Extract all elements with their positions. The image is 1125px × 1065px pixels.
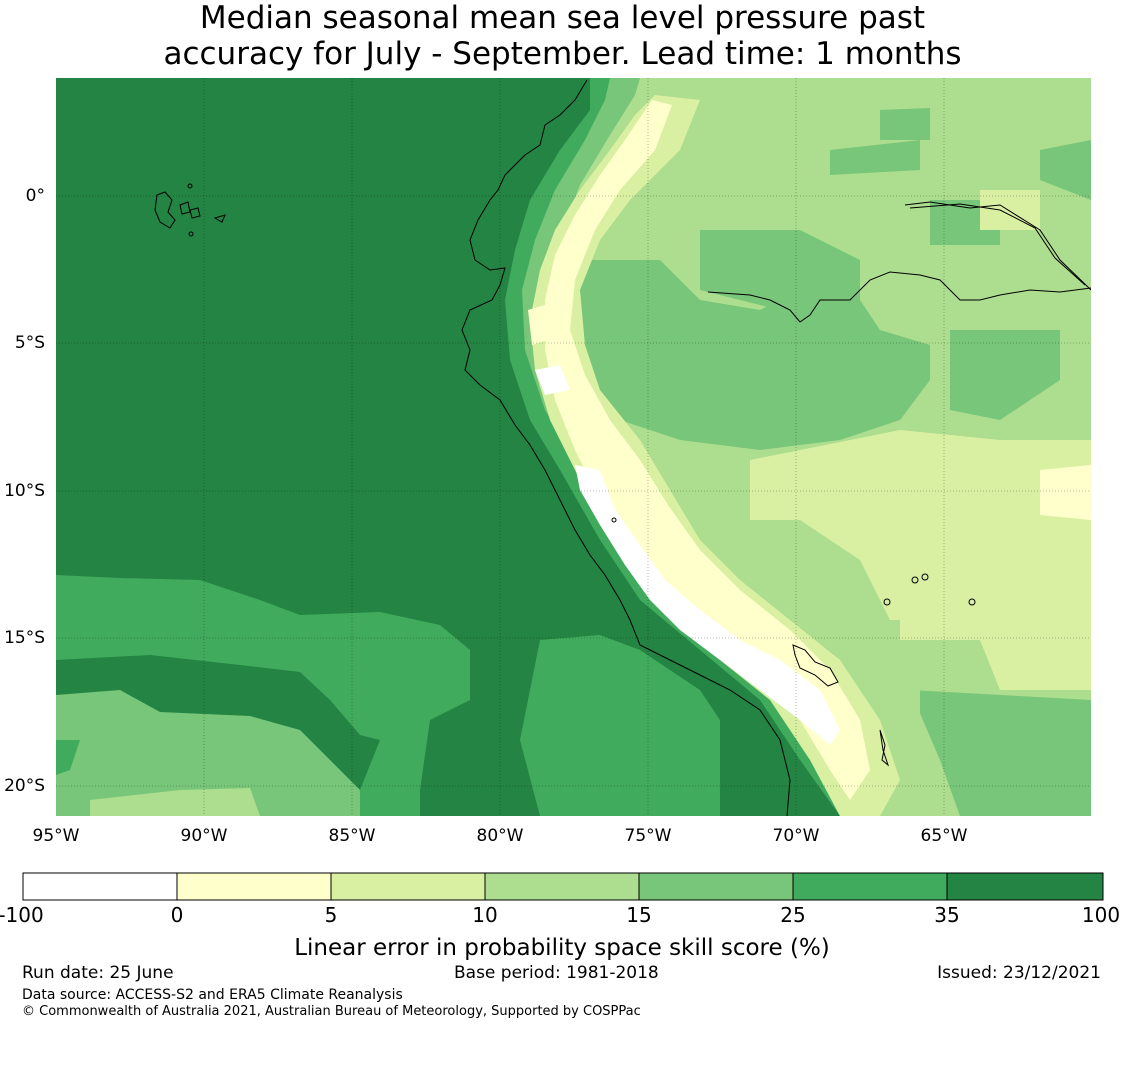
skill-band-25-35 bbox=[520, 635, 720, 816]
skill-band-10-15 bbox=[90, 788, 260, 816]
skill-band-10-15 bbox=[700, 85, 830, 150]
colorbar-swatch-1 bbox=[23, 873, 177, 900]
lon-label-90w: 90°W bbox=[181, 826, 228, 846]
lat-label-10s: 10°S bbox=[4, 481, 45, 501]
colorbar-swatch-4 bbox=[485, 873, 639, 900]
map-field bbox=[56, 78, 1091, 816]
issued-date: Issued: 23/12/2021 bbox=[937, 963, 1101, 983]
data-source: Data source: ACCESS-S2 and ERA5 Climate … bbox=[22, 987, 403, 1003]
colorbar-swatch-3 bbox=[331, 873, 485, 900]
graticule bbox=[56, 78, 1091, 816]
colorbar-frame bbox=[22, 872, 1104, 901]
copyright-note: © Commonwealth of Australia 2021, Austra… bbox=[22, 1004, 641, 1019]
lon-label-95w: 95°W bbox=[33, 826, 80, 846]
skill-band-25-35 bbox=[56, 740, 80, 775]
lon-label-80w: 80°W bbox=[477, 826, 524, 846]
skill-band-15-25 bbox=[950, 330, 1060, 420]
colorbar-swatch-7 bbox=[947, 873, 1103, 900]
skill-band-5-10 bbox=[750, 430, 1091, 690]
lat-label-0: 0° bbox=[26, 186, 45, 206]
lon-label-85w: 85°W bbox=[329, 826, 376, 846]
coastline bbox=[461, 79, 1091, 816]
title-line-2: accuracy for July - September. Lead time… bbox=[163, 36, 962, 72]
colorbar-tick-label: -100 bbox=[0, 903, 44, 927]
colorbar-swatch-6 bbox=[793, 873, 947, 900]
skill-band-5-10 bbox=[530, 95, 900, 816]
colorbar-tick-label: 15 bbox=[626, 903, 651, 927]
lon-label-70w: 70°W bbox=[773, 826, 820, 846]
skill-band-below-0 bbox=[535, 365, 570, 395]
base-period: Base period: 1981-2018 bbox=[454, 963, 659, 983]
colorbar-tick-label: 0 bbox=[171, 903, 184, 927]
lat-label-20s: 20°S bbox=[4, 776, 45, 796]
skill-band-below-0 bbox=[575, 465, 840, 745]
lat-label-5s: 5°S bbox=[15, 333, 45, 353]
colorbar: -100 0 5 10 15 25 35 100 Linear error in… bbox=[0, 872, 1120, 961]
lake-titicaca bbox=[611, 517, 976, 767]
colorbar-tick-label: 35 bbox=[934, 903, 959, 927]
colorbar-tick-label: 100 bbox=[1082, 903, 1120, 927]
map-title: Median seasonal mean sea level pressure … bbox=[0, 0, 1125, 72]
lat-label-15s: 15°S bbox=[4, 628, 45, 648]
run-date: Run date: 25 June bbox=[22, 963, 174, 983]
colorbar-tick-label: 25 bbox=[780, 903, 805, 927]
colorbar-tick-label: 10 bbox=[472, 903, 497, 927]
galapagos-islands bbox=[154, 183, 226, 237]
colorbar-swatch-2 bbox=[177, 873, 331, 900]
colorbar-tick-label: 5 bbox=[325, 903, 338, 927]
colorbar-swatch-5 bbox=[639, 873, 793, 900]
colorbar-label: Linear error in probability space skill … bbox=[294, 935, 830, 961]
title-line-1: Median seasonal mean sea level pressure … bbox=[199, 0, 926, 36]
skill-band-15-25 bbox=[830, 140, 920, 175]
skill-band-15-25 bbox=[560, 260, 930, 450]
skill-band-15-25 bbox=[1040, 140, 1091, 200]
skill-band-15-25 bbox=[880, 108, 930, 140]
skill-band-15-25 bbox=[56, 690, 360, 816]
skill-band-15-25 bbox=[700, 230, 860, 310]
lon-label-75w: 75°W bbox=[625, 826, 672, 846]
skill-band-15-25 bbox=[910, 690, 1091, 816]
skill-band-5-10 bbox=[980, 190, 1040, 230]
lon-label-65w: 65°W bbox=[921, 826, 968, 846]
skill-band-0-5 bbox=[528, 305, 548, 345]
skill-band-0-5 bbox=[1040, 465, 1091, 520]
